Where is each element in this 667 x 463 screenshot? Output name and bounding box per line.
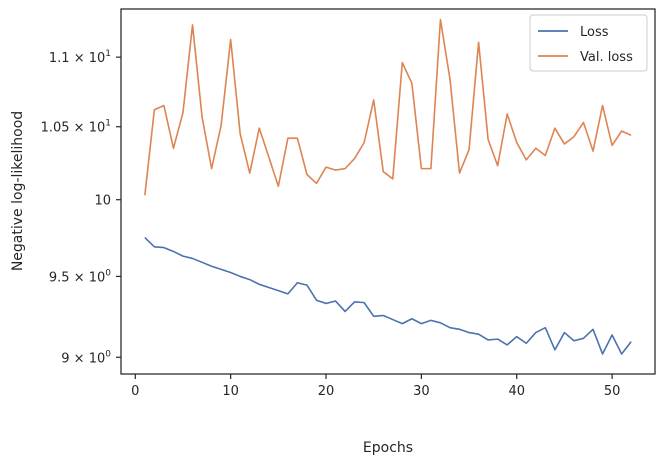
x-tick-label: 40 xyxy=(508,384,525,399)
x-tick-label: 30 xyxy=(413,384,430,399)
y-tick-label: 1.05 × 101 xyxy=(41,119,111,136)
y-axis: 9 × 100 9.5 × 100 10 1.05 × 101 1.1 × 101 xyxy=(41,49,121,366)
y-tick-label: 9.5 × 100 xyxy=(49,268,111,285)
legend: Loss Val. loss xyxy=(529,14,648,72)
series-layer xyxy=(144,18,632,355)
y-tick-label: 10 xyxy=(94,194,111,209)
x-tick-label: 10 xyxy=(222,384,239,399)
y-tick-label: 1.1 × 101 xyxy=(49,49,111,66)
legend-label-val-loss: Val. loss xyxy=(580,50,633,65)
x-tick-label: 20 xyxy=(318,384,335,399)
x-tick-label: 50 xyxy=(604,384,621,399)
legend-box xyxy=(529,14,648,72)
y-tick-label: 9 × 100 xyxy=(61,349,111,366)
legend-label-loss: Loss xyxy=(580,25,609,40)
series-line-1 xyxy=(144,18,632,196)
y-axis-label: Negative log-likelihood xyxy=(10,111,26,271)
x-axis: 0 10 20 30 40 50 xyxy=(131,374,620,399)
series-line-0 xyxy=(144,237,632,355)
plot-frame xyxy=(120,8,656,375)
x-tick-label: 0 xyxy=(131,384,139,399)
x-axis-label: Epochs xyxy=(363,440,413,456)
